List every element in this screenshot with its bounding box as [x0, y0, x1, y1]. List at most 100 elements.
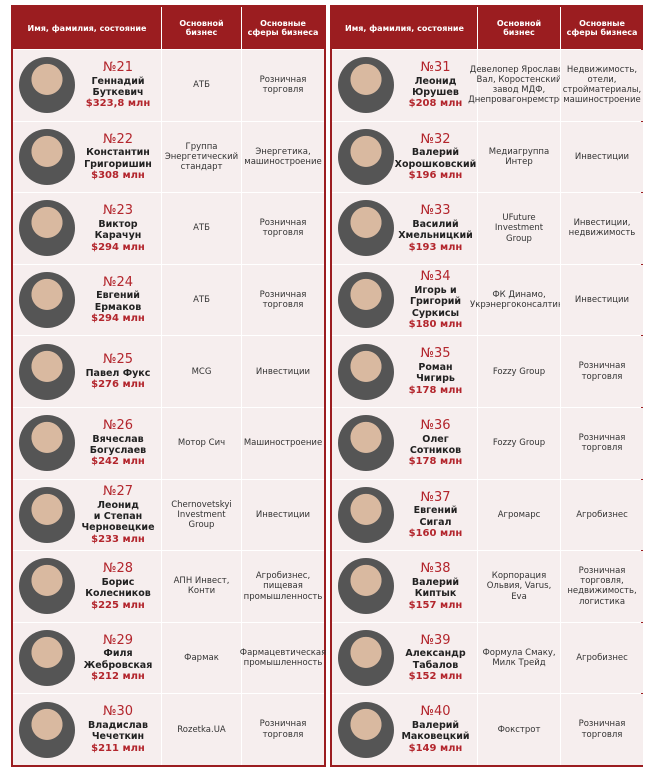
row: №37 Евгений Сигал $160 млн Агромарс Агробизне…	[332, 478, 643, 551]
name: Геннадий	[91, 75, 145, 87]
rank: №37	[420, 489, 451, 505]
rank: №32	[420, 131, 451, 147]
name: Валерий	[411, 147, 460, 159]
photo	[338, 558, 394, 615]
rank: №35	[420, 346, 451, 362]
name: Григоришин	[84, 158, 152, 170]
business: АПН Инвест, Конти	[161, 551, 241, 622]
wealth: $211 млн	[91, 742, 145, 754]
row: №35 Роман Чигирь $178 млн Fozzy Group Розничн…	[332, 335, 643, 407]
sphere: Розничная торговля	[241, 193, 324, 264]
rank: №23	[102, 203, 134, 219]
sphere: Розничная торговля, недвижимость, логист…	[560, 551, 643, 622]
person: №27 Леонид и Степан Черновецкие $233 млн	[75, 484, 161, 546]
wealth: $157 млн	[408, 599, 463, 611]
sphere: Розничная торговля	[560, 336, 643, 407]
row: №34 Игорь и Григорий Суркисы $180 млн ФК Дина…	[332, 263, 643, 336]
name: Хмельницкий	[398, 230, 473, 242]
business: Rozetka.UA	[161, 694, 241, 765]
business: АТБ	[161, 50, 241, 121]
photo	[338, 701, 394, 758]
person: №22 Константин Григоришин $308 млн	[75, 132, 161, 182]
row: №24 Евгений Ермаков $294 млн АТБ Розничная то…	[13, 263, 324, 336]
header-cell: Имя, фамилия, состояние	[345, 23, 464, 33]
row: №23 Виктор Карачун $294 млн АТБ Розничная тор…	[13, 192, 324, 264]
person-cell: №37 Евгений Сигал $160 млн	[332, 479, 477, 551]
person-cell: №27 Леонид и Степан Черновецкие $233 млн	[13, 479, 161, 551]
name: Игорь и	[414, 284, 457, 296]
name: Павел Фукс	[85, 367, 151, 379]
photo	[338, 200, 394, 257]
business: Медиагруппа Интер	[477, 121, 560, 193]
person-cell: №32 Валерий Хорошковский $196 млн	[332, 121, 477, 193]
rank: №27	[102, 483, 134, 499]
business: Fozzy Group	[477, 336, 560, 407]
wealth: $276 млн	[91, 379, 145, 391]
person: №31 Леонид Юрушев $208 млн	[394, 60, 477, 110]
header-cell: Основной бизнес	[161, 7, 241, 49]
sphere: Энергетика, машиностроение	[241, 121, 324, 193]
sphere: Розничная торговля	[560, 694, 643, 765]
name: Богуслаев	[89, 445, 147, 457]
business: АТБ	[161, 193, 241, 264]
photo	[19, 343, 75, 400]
business: Мотор Сич	[161, 407, 241, 479]
wealth: $294 млн	[91, 313, 145, 325]
person: №39 Александр Табалов $152 млн	[394, 633, 477, 683]
sphere: Инвестиции	[241, 479, 324, 551]
name: Юрушев	[412, 87, 459, 99]
table: Имя, фамилия, состояние Основной бизнес Ос…	[11, 5, 326, 767]
name: Филя	[103, 648, 133, 660]
person: №32 Валерий Хорошковский $196 млн	[394, 132, 477, 182]
photo	[19, 630, 75, 687]
photo	[19, 486, 75, 543]
row: №28 Борис Колесников $225 млн АПН Инвест, Ко…	[13, 550, 324, 622]
name: Ермаков	[94, 301, 142, 313]
name: Леонид	[414, 75, 457, 87]
sphere: Агробизнес	[560, 622, 643, 694]
wealth: $212 млн	[91, 671, 145, 683]
person: №23 Виктор Карачун $294 млн	[75, 203, 161, 253]
name: Григорий	[409, 296, 462, 308]
row: №39 Александр Табалов $152 млн Формула Смаку…	[332, 621, 643, 694]
business: Девелопер Ярославов Вал, Коростенский за…	[468, 50, 570, 121]
person: №29 Филя Жебровская $212 млн	[75, 633, 161, 683]
wealth: $308 млн	[91, 170, 145, 182]
person-cell: №25 Павел Фукс $276 млн	[13, 336, 161, 407]
row: №30 Владислав Чечеткин $211 млн Rozetka.UA Ро…	[13, 693, 324, 765]
wealth: $196 млн	[408, 170, 463, 182]
name: Виктор	[98, 218, 138, 230]
rank: №33	[420, 203, 451, 219]
wealth: $180 млн	[408, 318, 463, 330]
business: Корпорация Ольвия, Varus, Eva	[477, 551, 560, 622]
row: №40 Валерий Маковецкий $149 млн Фокстрот Розн…	[332, 693, 643, 765]
name: Александр	[405, 648, 466, 660]
row: №32 Валерий Хорошковский $196 млн Медиагрупп…	[332, 120, 643, 193]
business: АТБ	[161, 264, 241, 336]
person: №40 Валерий Маковецкий $149 млн	[394, 704, 477, 754]
row: №25 Павел Фукс $276 млн MCG Инвестиции	[13, 335, 324, 407]
photo	[338, 630, 394, 687]
wealth: $178 млн	[408, 384, 463, 396]
business: Фармак	[161, 622, 241, 694]
sphere: Агробизнес, пищевая промышленность	[241, 551, 324, 622]
header-cell: Основной бизнес	[477, 7, 560, 49]
wealth: $152 млн	[408, 671, 463, 683]
name: Вячеслав	[92, 433, 144, 445]
business: MCG	[161, 336, 241, 407]
name: Киптык	[414, 588, 457, 600]
rank: №31	[420, 60, 451, 76]
business: Fozzy Group	[477, 407, 560, 479]
sphere: Инвестиции	[560, 121, 643, 193]
sphere: Инвестиции	[241, 336, 324, 407]
business: Chernovetskyi Investment Group	[161, 479, 241, 551]
sphere: Машиностроение	[241, 407, 324, 479]
business: Агромарс	[477, 479, 560, 551]
person-cell: №33 Василий Хмельницкий $193 млн	[332, 193, 477, 264]
person-cell: №34 Игорь и Григорий Суркисы $180 млн	[332, 264, 477, 336]
photo	[19, 701, 75, 758]
person: №28 Борис Колесников $225 млн	[75, 561, 161, 611]
row: №36 Олег Сотников $178 млн Fozzy Group Рознич…	[332, 406, 643, 479]
person: №36 Олег Сотников $178 млн	[394, 418, 477, 468]
person-cell: №30 Владислав Чечеткин $211 млн	[13, 694, 161, 765]
